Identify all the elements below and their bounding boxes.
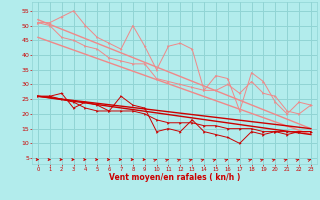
- X-axis label: Vent moyen/en rafales ( kn/h ): Vent moyen/en rafales ( kn/h ): [109, 173, 240, 182]
